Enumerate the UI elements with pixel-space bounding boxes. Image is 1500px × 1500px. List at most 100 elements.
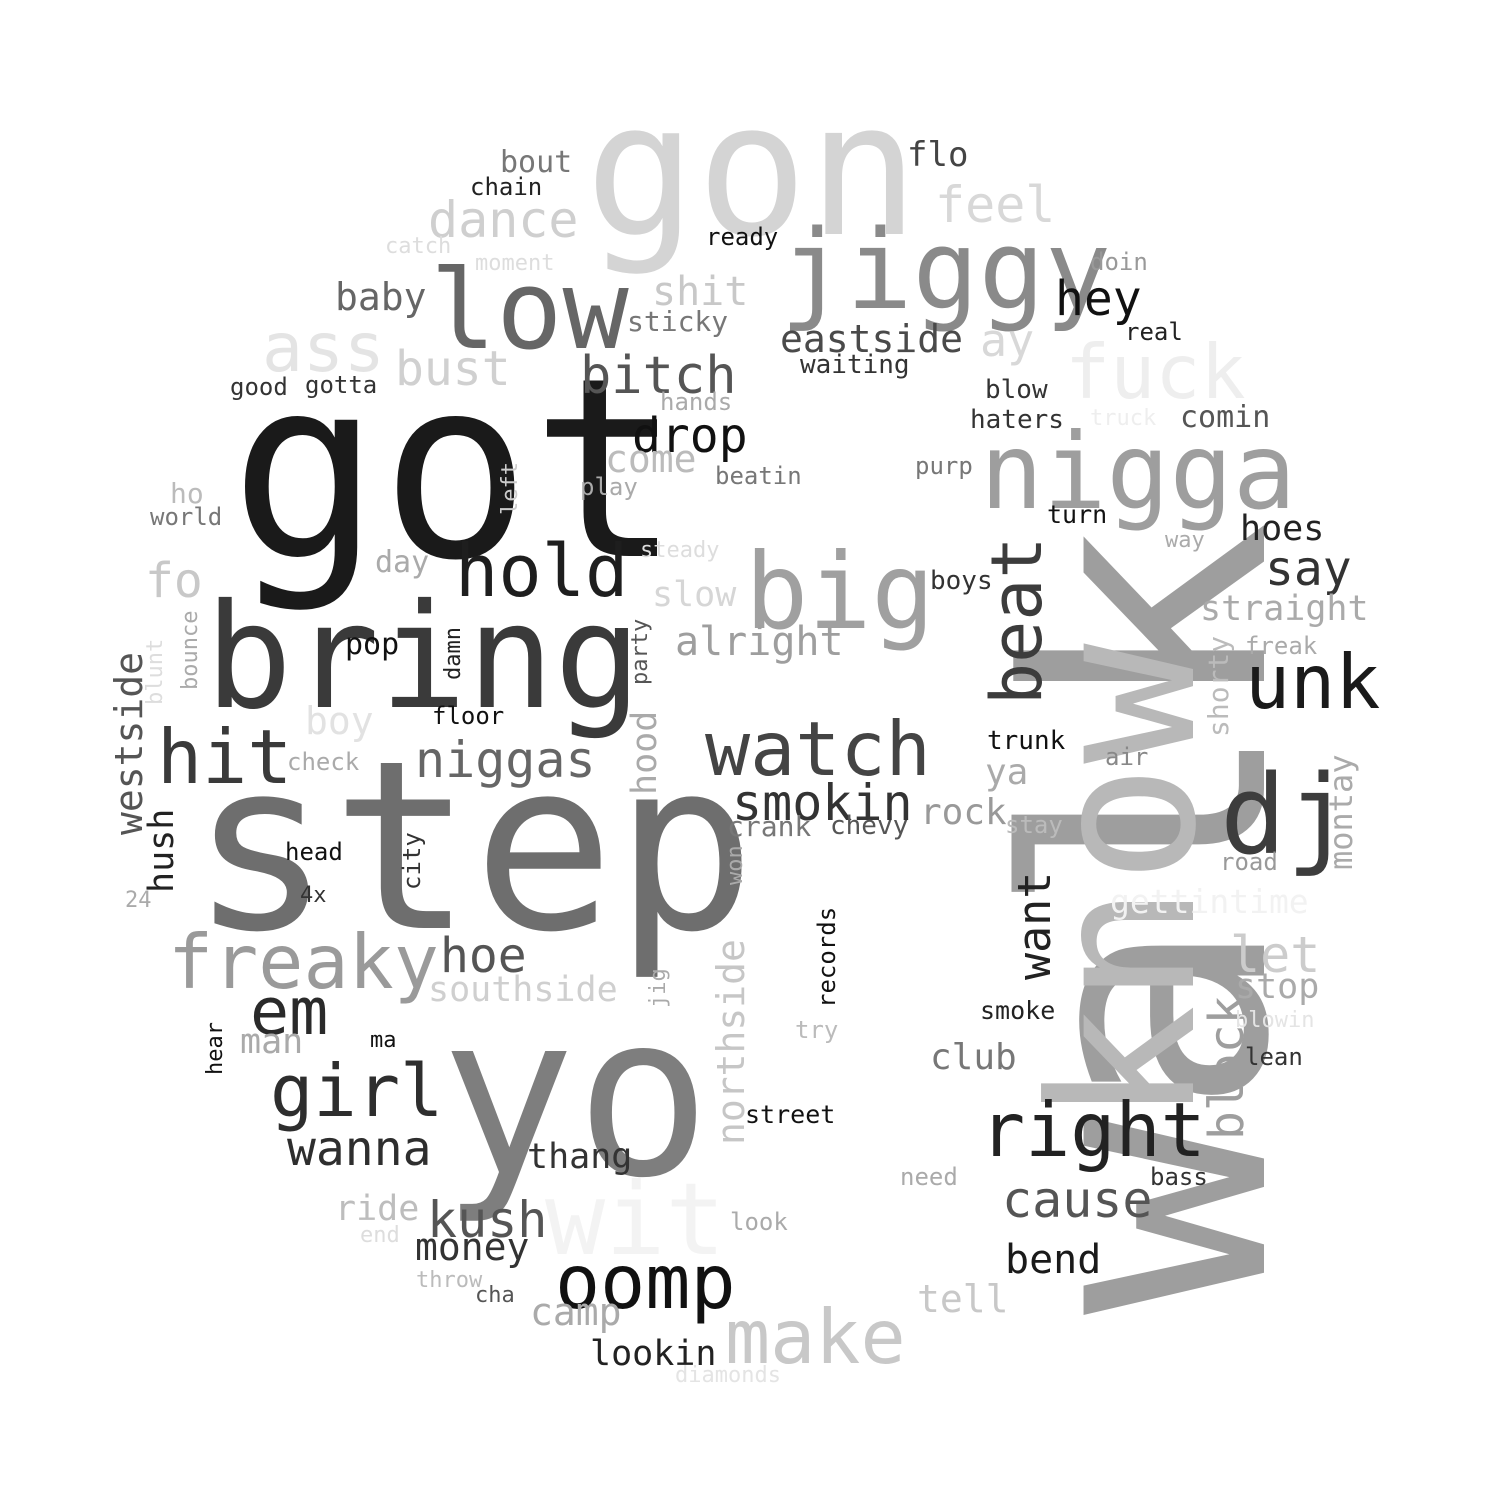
word: need <box>900 1163 958 1191</box>
word: truck <box>1090 406 1157 431</box>
word: fo <box>145 553 203 609</box>
word: purp <box>915 452 973 480</box>
word: moment <box>475 251 555 276</box>
word: bust <box>395 341 511 397</box>
word: freak <box>1245 632 1318 660</box>
word: records <box>813 906 841 1008</box>
word: comin <box>1180 400 1271 435</box>
word: blow <box>985 375 1048 405</box>
word: step <box>190 711 756 984</box>
word: shorty <box>1202 635 1235 737</box>
word: street <box>745 1100 836 1129</box>
word: thang <box>527 1137 633 1177</box>
word: man <box>240 1022 304 1062</box>
word: straight <box>1200 589 1369 629</box>
word: ho <box>170 477 204 510</box>
word: hit <box>157 713 293 801</box>
word: gotta <box>305 371 378 399</box>
word: day <box>375 545 430 580</box>
word: lean <box>1245 1043 1303 1071</box>
word: ya <box>985 752 1029 793</box>
word: look <box>730 1208 788 1236</box>
word: nigga <box>980 411 1297 533</box>
word: world <box>150 503 223 531</box>
word: dance <box>428 191 579 249</box>
word: tell <box>917 1277 1009 1321</box>
word: smokin <box>732 774 913 832</box>
word: end <box>360 1223 400 1248</box>
word: hold <box>455 529 629 613</box>
word: make <box>725 1293 906 1381</box>
word: won <box>723 845 748 885</box>
word: hoe <box>440 928 527 984</box>
word: way <box>1165 528 1205 553</box>
word: rock <box>920 792 1007 833</box>
word: catch <box>385 234 452 259</box>
word: blunt <box>143 638 168 705</box>
word: hands <box>660 388 733 416</box>
word: city <box>398 832 426 890</box>
word: blowin <box>1235 1008 1315 1033</box>
word: ay <box>980 314 1035 367</box>
word: cha <box>475 1283 515 1308</box>
word: unk <box>1245 638 1381 726</box>
word: jig <box>646 968 671 1008</box>
word: party <box>628 618 653 685</box>
word: let <box>1230 926 1321 984</box>
word: ass <box>262 309 385 388</box>
word: beat <box>976 536 1058 705</box>
word: alright <box>675 619 844 665</box>
word: club <box>930 1037 1017 1078</box>
word: ma <box>370 1028 397 1053</box>
word: crank <box>727 810 812 843</box>
word: boys <box>930 566 993 596</box>
word: oomp <box>555 1238 736 1326</box>
word: baby <box>335 275 427 319</box>
word: low <box>430 246 629 374</box>
word: jiggy <box>780 206 1112 334</box>
word: pop <box>345 627 400 662</box>
word: bring <box>205 573 642 742</box>
word: girl <box>270 1049 444 1133</box>
word: hoes <box>1240 509 1325 549</box>
word: kush <box>427 1191 548 1249</box>
word: check <box>287 748 360 776</box>
word: freaky <box>168 918 439 1006</box>
word: hey <box>1055 271 1142 327</box>
word: 4x <box>300 883 327 908</box>
word: wanna <box>287 1121 432 1177</box>
word: drop <box>632 408 748 464</box>
word: dj <box>1220 751 1353 879</box>
word: bitch <box>580 346 737 406</box>
word: niggas <box>415 731 596 789</box>
word: lookin <box>590 1334 717 1374</box>
word: air <box>1105 743 1149 771</box>
word: gon <box>585 62 920 278</box>
word: hush <box>142 808 182 893</box>
word: shit <box>652 269 749 315</box>
word: left <box>498 462 523 515</box>
word: throw <box>416 1268 483 1293</box>
word: want <box>1008 871 1061 980</box>
word: bounce <box>178 610 203 690</box>
word: slow <box>652 575 737 615</box>
word: got <box>230 324 682 615</box>
word: bass <box>1150 1163 1208 1191</box>
word: yo <box>440 966 711 1228</box>
word: camp <box>530 1290 622 1334</box>
word: hood <box>625 710 665 795</box>
word: money <box>415 1225 530 1269</box>
word: big <box>745 531 935 653</box>
word: flo <box>907 135 969 175</box>
word: chain <box>470 173 543 201</box>
word: watch <box>705 705 931 793</box>
word: good <box>230 373 288 401</box>
word: real <box>1125 318 1183 346</box>
word: come <box>605 437 697 481</box>
word: trunk <box>987 726 1066 756</box>
word: play <box>580 473 638 501</box>
word: eastside <box>780 317 964 361</box>
word: waiting <box>800 350 910 380</box>
word: sticky <box>627 305 729 338</box>
